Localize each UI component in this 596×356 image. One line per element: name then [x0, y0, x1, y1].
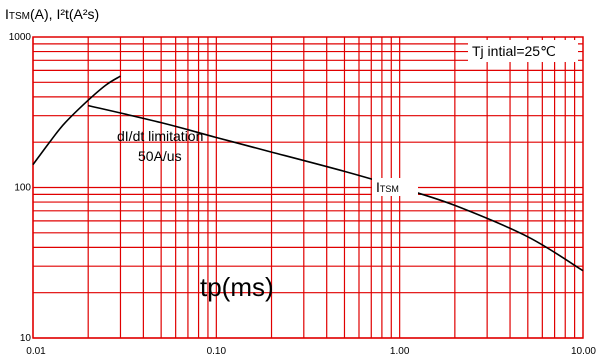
plot-frame: [32, 36, 584, 339]
annotation-rate: 50A/us: [138, 148, 182, 164]
series-lines: [32, 75, 584, 272]
x-tick-label: 0.10: [207, 346, 227, 356]
y-tick-label: 1000: [9, 32, 32, 43]
x-axis-title: tp(ms): [200, 272, 274, 302]
series-line-didt: [32, 75, 121, 166]
y-tick-label: 10: [20, 333, 32, 344]
condition-label: Tj intial=25℃: [472, 43, 556, 59]
x-tick-label: 0.01: [26, 346, 46, 356]
y-tick-label: 100: [14, 183, 31, 194]
x-tick-label: 1.00: [390, 346, 410, 356]
tick-labels: 0.01 0.10 1.00 10.00 10 100 1000: [9, 32, 596, 356]
x-tick-label: 10.00: [571, 346, 596, 356]
series-label-itsm: ITSM: [376, 179, 399, 195]
condition-label-bg: [468, 40, 578, 62]
y-axis-title: ITSM(A), I²t(A²s): [5, 6, 99, 22]
series-line-itsm: [88, 104, 584, 272]
series-label-bg: [372, 178, 418, 196]
grid: [32, 36, 584, 339]
annotation-didt: dI/dt limitation: [117, 128, 203, 144]
